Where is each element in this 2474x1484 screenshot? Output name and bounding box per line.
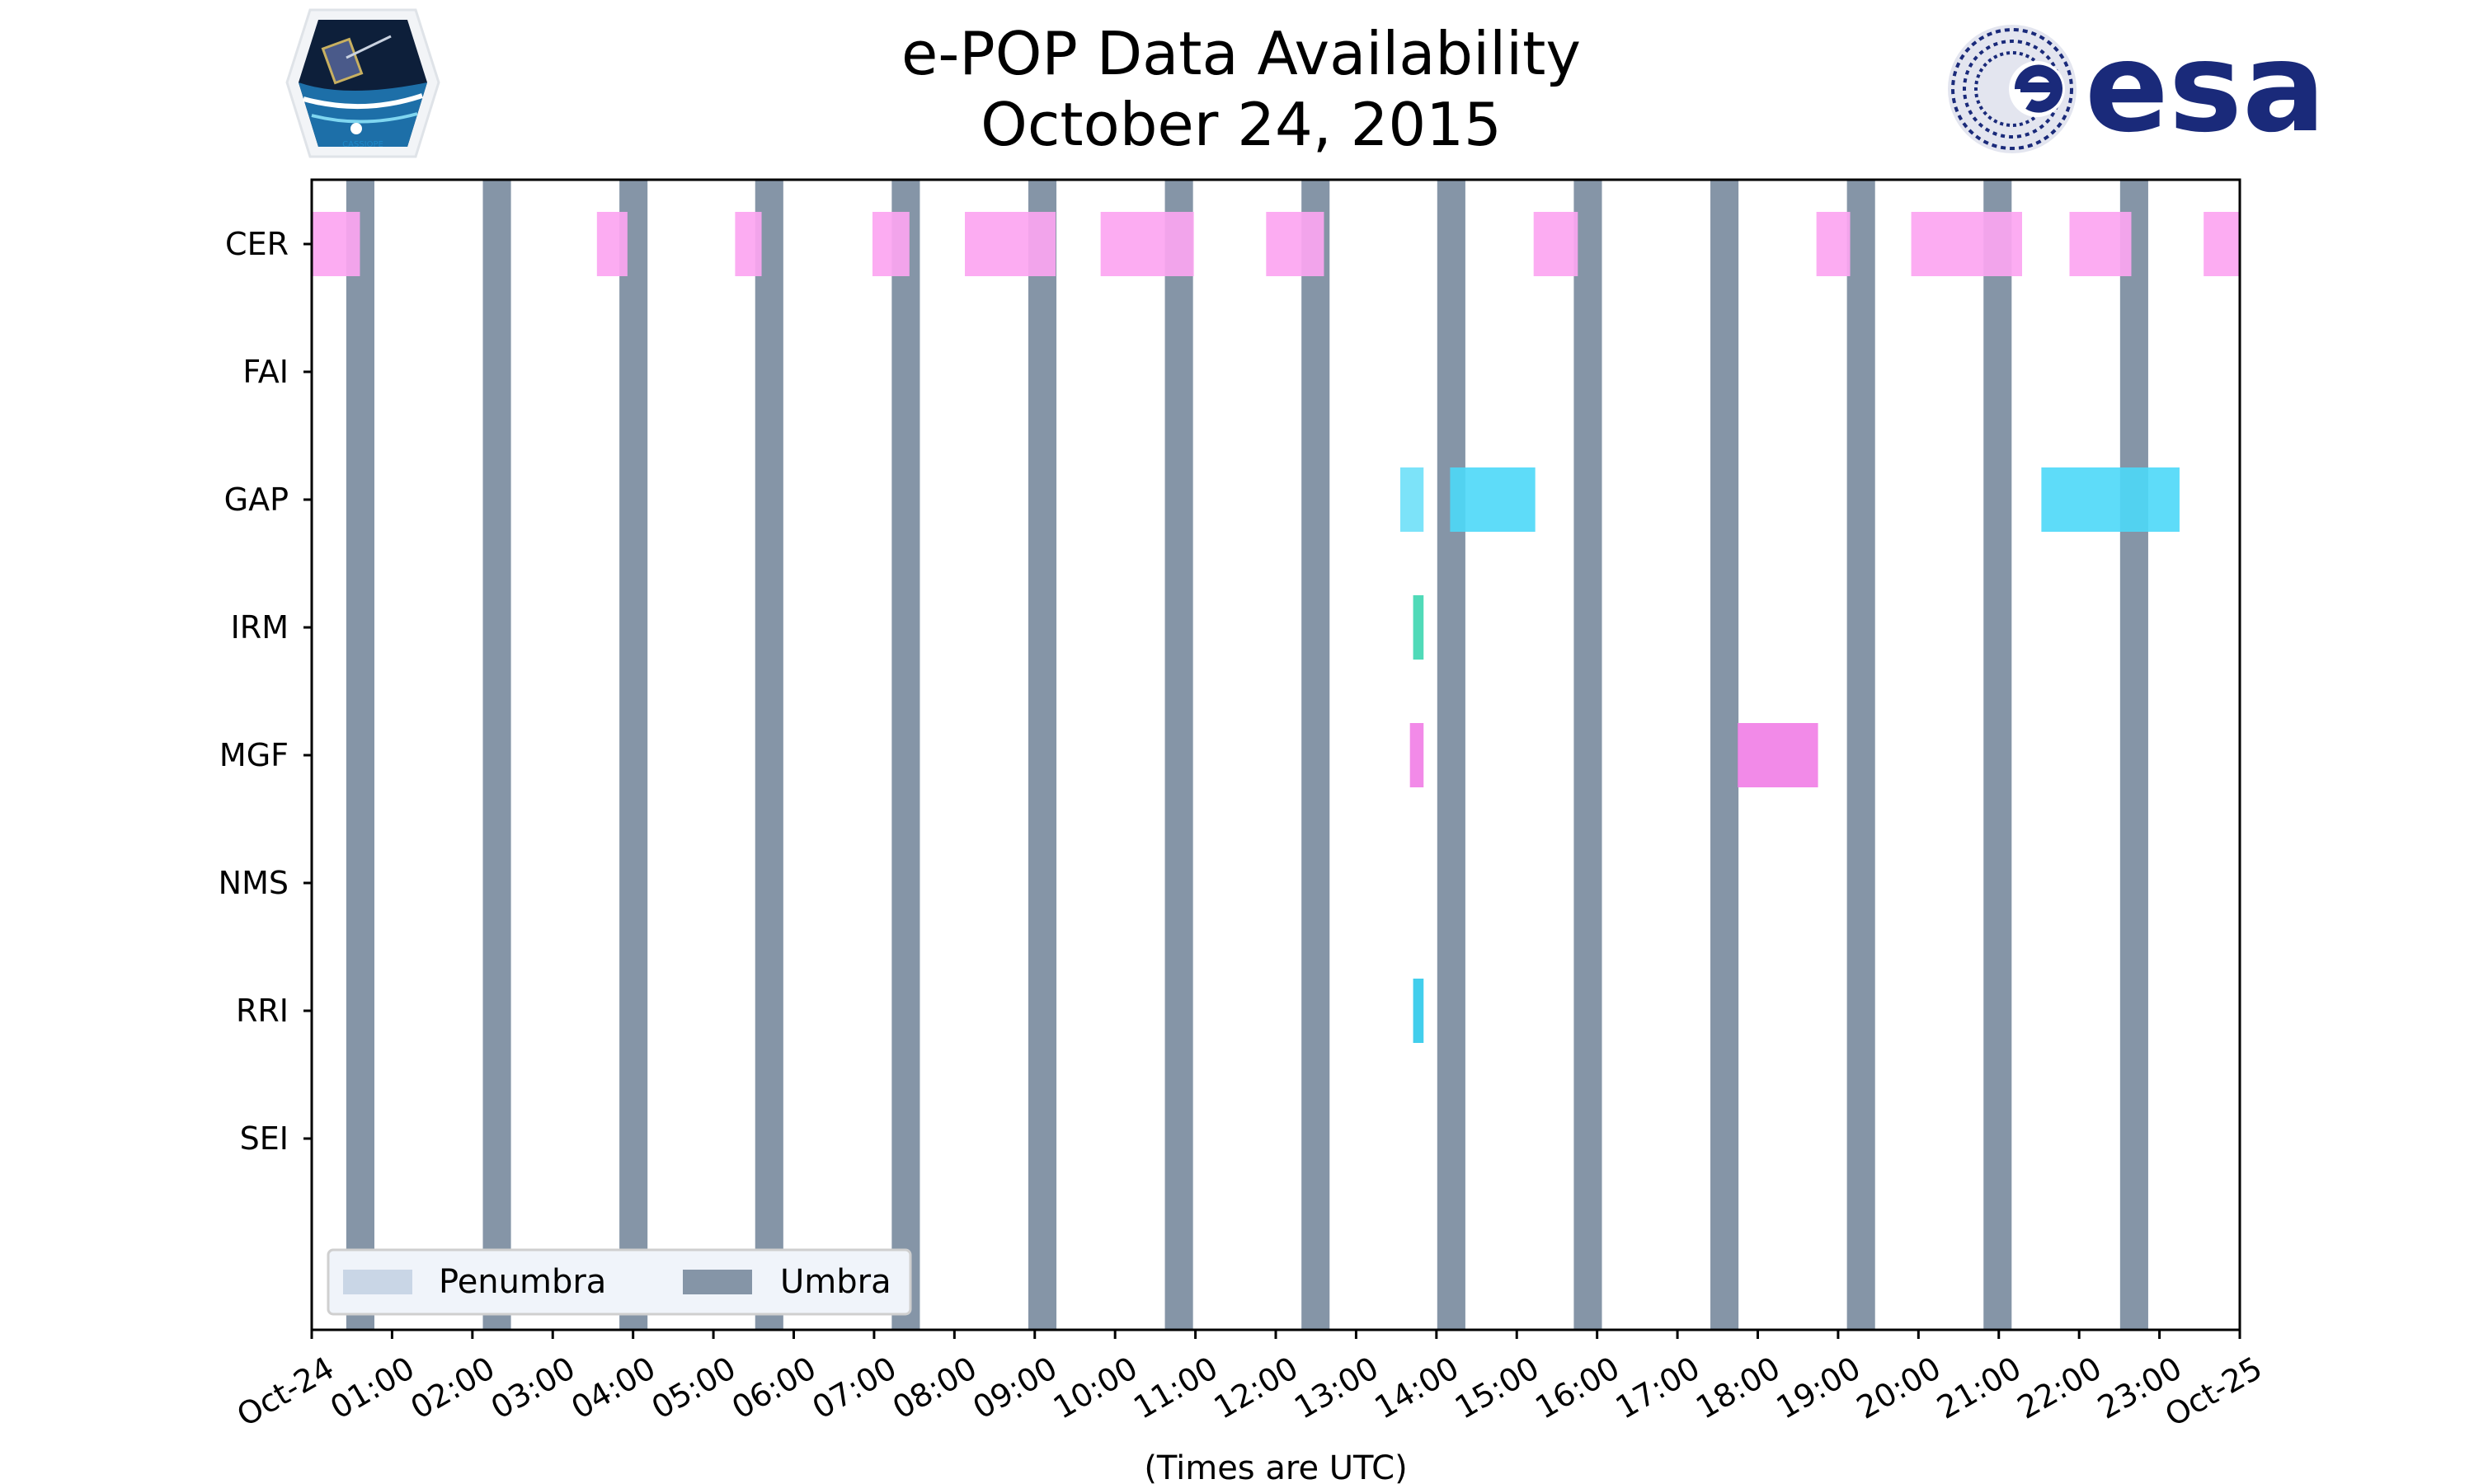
x-tick-label: 02:00 (404, 1350, 501, 1426)
x-tick-label: 21:00 (1931, 1350, 2027, 1426)
plot-area: CER FAI GAP IRM MGF NMS RRI SEI Oct-2401:0002:0… (219, 178, 2269, 1434)
umbra-band (346, 180, 374, 1330)
availability-bar-cer (735, 212, 762, 276)
legend: Penumbra Umbra (327, 1248, 912, 1316)
umbra-band (1710, 180, 1739, 1330)
availability-bar-cer (312, 212, 360, 276)
y-tick-label: IRM (231, 609, 289, 646)
availability-bar-cer (1911, 212, 2023, 276)
availability-bar-cer (964, 212, 1056, 276)
x-tick-label: 10:00 (1047, 1350, 1144, 1426)
esa-swirl-icon (1948, 25, 2077, 153)
availability-bar-cer (2204, 212, 2240, 276)
availability-bar-mgf (1738, 723, 1818, 787)
x-axis: Oct-2401:0002:0003:0004:0005:0006:0007:0… (231, 1330, 2269, 1434)
legend-box (327, 1248, 912, 1316)
x-tick-label: 20:00 (1851, 1350, 1947, 1426)
satellite-icon (321, 35, 392, 85)
y-tick-label: FAI (242, 354, 289, 390)
x-tick-label: 04:00 (565, 1350, 661, 1426)
legend-swatch-umbra (683, 1270, 752, 1294)
x-tick-label: 08:00 (887, 1350, 983, 1426)
availability-bar-cer (1533, 212, 1578, 276)
y-tick-label: NMS (219, 865, 289, 901)
availability-bar-cer (1100, 212, 1194, 276)
x-tick-label: 01:00 (324, 1350, 421, 1426)
plot-background (312, 180, 2240, 1330)
umbra-band (619, 180, 648, 1330)
umbra-band (1164, 180, 1193, 1330)
x-tick-label: 05:00 (646, 1350, 742, 1426)
x-tick-label: 17:00 (1610, 1350, 1706, 1426)
x-tick-label: 11:00 (1127, 1350, 1224, 1426)
availability-bar-cer (596, 212, 628, 276)
umbra-band (891, 180, 920, 1330)
availability-bar-rri (1413, 979, 1424, 1043)
x-tick-label: 19:00 (1771, 1350, 1867, 1426)
umbra-band (1028, 180, 1057, 1330)
x-tick-label: 14:00 (1368, 1350, 1465, 1426)
legend-swatch-penumbra (343, 1270, 412, 1294)
umbra-band (2119, 180, 2148, 1330)
y-tick-label: SEI (240, 1120, 289, 1157)
legend-label-umbra: Umbra (780, 1263, 891, 1301)
availability-bar-cer (2069, 212, 2132, 276)
legend-label-penumbra: Penumbra (439, 1263, 606, 1301)
y-tick-label: GAP (224, 481, 289, 518)
umbra-band (482, 180, 511, 1330)
x-tick-label: 03:00 (485, 1350, 581, 1426)
availability-bar-mgf (1409, 723, 1424, 787)
umbra-band (1301, 180, 1330, 1330)
availability-bar-cer (872, 212, 910, 276)
data-bars-layer (312, 212, 2240, 1043)
y-tick-label: CER (225, 226, 289, 262)
umbra-band (1573, 180, 1602, 1330)
y-axis: CER FAI GAP IRM MGF NMS RRI SEI (219, 226, 312, 1157)
cassiope-logo-caption: CASSIOPE (342, 140, 383, 149)
x-tick-label: 12:00 (1208, 1350, 1305, 1426)
availability-bar-cer (1266, 212, 1324, 276)
availability-bar-gap (1450, 467, 1536, 532)
availability-bar-irm (1413, 595, 1424, 660)
availability-bar-gap (1399, 467, 1424, 532)
x-tick-label: 13:00 (1288, 1350, 1385, 1426)
y-tick-label: MGF (219, 737, 289, 773)
x-tick-label: 09:00 (967, 1350, 1063, 1426)
umbra-band (1983, 180, 2012, 1330)
chart-title-line-1: e-POP Data Availability (901, 19, 1581, 88)
cassiope-mission-logo: CASSIOPE (285, 8, 440, 158)
availability-bar-gap (2041, 467, 2180, 532)
x-tick-label: 15:00 (1449, 1350, 1545, 1426)
x-tick-label: 16:00 (1529, 1350, 1625, 1426)
x-tick-label: 06:00 (726, 1350, 822, 1426)
esa-logo: esa (1948, 16, 2326, 160)
x-tick-label: 07:00 (807, 1350, 903, 1426)
x-tick-label: 22:00 (2011, 1350, 2108, 1426)
chart-title-line-2: October 24, 2015 (981, 90, 1502, 159)
x-tick-label: 18:00 (1690, 1350, 1786, 1426)
umbra-layer (346, 180, 2148, 1330)
umbra-band (755, 180, 783, 1330)
x-axis-label: (Times are UTC) (1144, 1449, 1407, 1484)
y-tick-label: RRI (236, 993, 289, 1029)
x-tick-label: Oct-24 (231, 1350, 341, 1434)
esa-logo-text: esa (2085, 16, 2326, 160)
umbra-band (1846, 180, 1875, 1330)
umbra-band (1437, 180, 1465, 1330)
availability-bar-cer (1816, 212, 1851, 276)
